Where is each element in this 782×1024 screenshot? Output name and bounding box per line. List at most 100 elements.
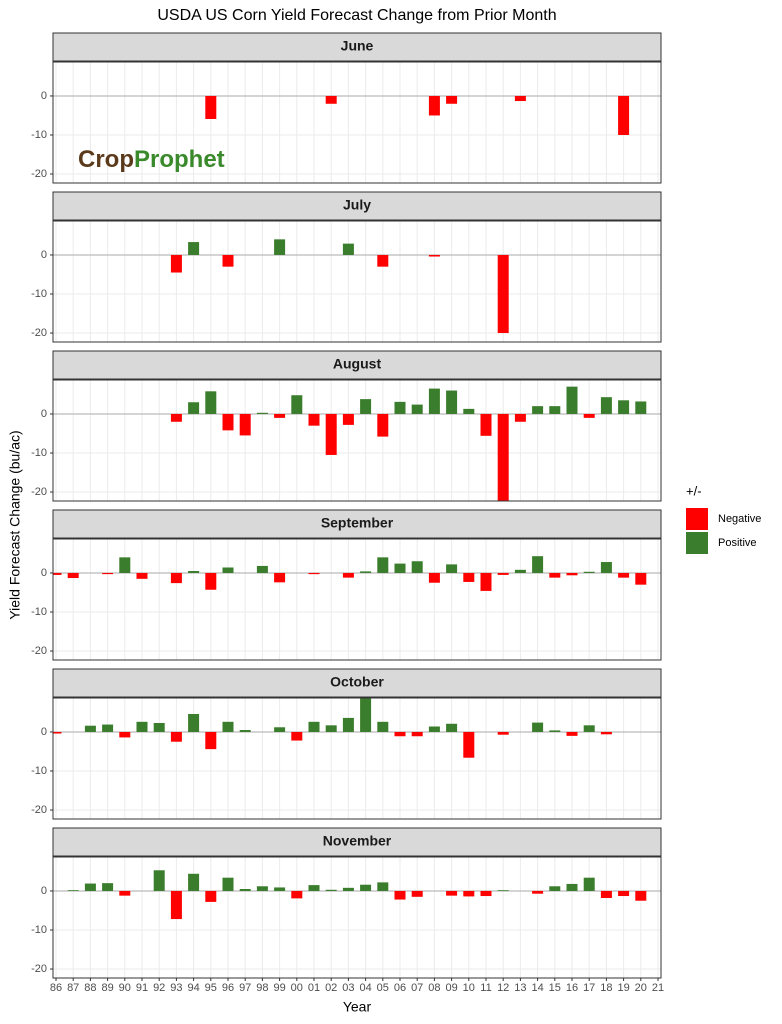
bar [256, 886, 268, 891]
bar [446, 723, 458, 732]
bar [635, 572, 647, 585]
x-tick-label: 18 [600, 982, 612, 994]
bar [360, 571, 372, 573]
bar [635, 401, 647, 414]
x-tick-label: 99 [273, 982, 285, 994]
bar [205, 572, 217, 590]
bar [170, 731, 182, 742]
strip-label: September [321, 515, 394, 531]
bar [583, 571, 595, 573]
bars [170, 239, 509, 334]
bars [67, 870, 647, 920]
bar [188, 873, 200, 891]
bar [205, 391, 217, 414]
bar [205, 890, 217, 902]
bar [308, 572, 320, 575]
bar [566, 883, 578, 891]
y-axis-label: Yield Forecast Change (bu/ac) [7, 430, 23, 619]
panel [53, 857, 661, 978]
bar [600, 562, 612, 573]
legend-swatch [686, 532, 708, 554]
strip-label: November [323, 833, 392, 849]
bar [53, 731, 62, 734]
bar [188, 242, 200, 255]
bar [119, 890, 131, 896]
x-tick-label: 11 [480, 982, 491, 994]
bar [532, 890, 544, 894]
y-tick-label: 0 [41, 885, 47, 897]
bar [274, 239, 286, 255]
x-tick-label: 88 [84, 982, 96, 994]
bar [291, 731, 303, 741]
bar [463, 890, 475, 897]
x-tick-label: 09 [445, 982, 457, 994]
bar [239, 889, 251, 891]
x-tick-label: 92 [153, 982, 165, 994]
watermark-part: Crop [78, 146, 134, 173]
legend-swatch [686, 508, 708, 530]
bars [53, 556, 647, 591]
bar [583, 413, 595, 418]
x-tick-label: 10 [463, 982, 475, 994]
bar [428, 572, 440, 583]
x-tick-label: 15 [549, 982, 561, 994]
bar [342, 717, 354, 732]
bar [239, 413, 251, 436]
bars [170, 386, 647, 501]
bar [136, 572, 148, 579]
bar [480, 413, 492, 436]
y-tick-label: 0 [41, 726, 47, 738]
strip [52, 32, 662, 62]
y-tick-label: -10 [31, 129, 47, 141]
bar [583, 877, 595, 891]
bar [119, 731, 131, 738]
bar [411, 890, 423, 897]
bar [274, 887, 286, 891]
bar [532, 406, 544, 414]
bar [497, 413, 509, 501]
bar [532, 722, 544, 732]
bar [308, 721, 320, 732]
bar [446, 390, 458, 414]
panel [53, 221, 661, 342]
y-tick-label: 0 [41, 567, 47, 579]
y-tick-label: -20 [31, 645, 47, 657]
strip-label: October [330, 674, 384, 690]
bar [549, 406, 561, 414]
y-tick-label: -10 [31, 447, 47, 459]
bar [549, 886, 561, 891]
x-axis-label: Year [343, 999, 372, 1015]
x-tick-label: 06 [394, 982, 406, 994]
bar [394, 563, 406, 573]
bar [600, 397, 612, 414]
bar [480, 572, 492, 591]
bar [342, 572, 354, 578]
x-tick-label: 21 [652, 982, 664, 994]
bar [549, 572, 561, 578]
strip-label: August [333, 356, 382, 372]
bars [53, 698, 612, 758]
x-tick-label: 96 [222, 982, 234, 994]
panel [53, 62, 661, 183]
bar [53, 572, 62, 575]
bar [222, 254, 234, 267]
bar [411, 404, 423, 414]
panel-border [52, 538, 662, 661]
x-tick-label: 14 [531, 982, 543, 994]
y-tick-label: -10 [31, 288, 47, 300]
x-tick-label: 86 [50, 982, 62, 994]
bar [342, 887, 354, 891]
bar [618, 890, 630, 897]
bar [308, 885, 320, 891]
bar [325, 889, 337, 891]
bar [583, 725, 595, 732]
x-tick-label: 07 [411, 982, 423, 994]
bar [205, 95, 217, 119]
chart-title: USDA US Corn Yield Forecast Change from … [157, 7, 556, 24]
y-tick-label: -20 [31, 804, 47, 816]
x-tick-label: 00 [291, 982, 303, 994]
bar [205, 731, 217, 750]
bar [566, 731, 578, 736]
y-tick-label: -10 [31, 765, 47, 777]
y-tick-label: -20 [31, 486, 47, 498]
